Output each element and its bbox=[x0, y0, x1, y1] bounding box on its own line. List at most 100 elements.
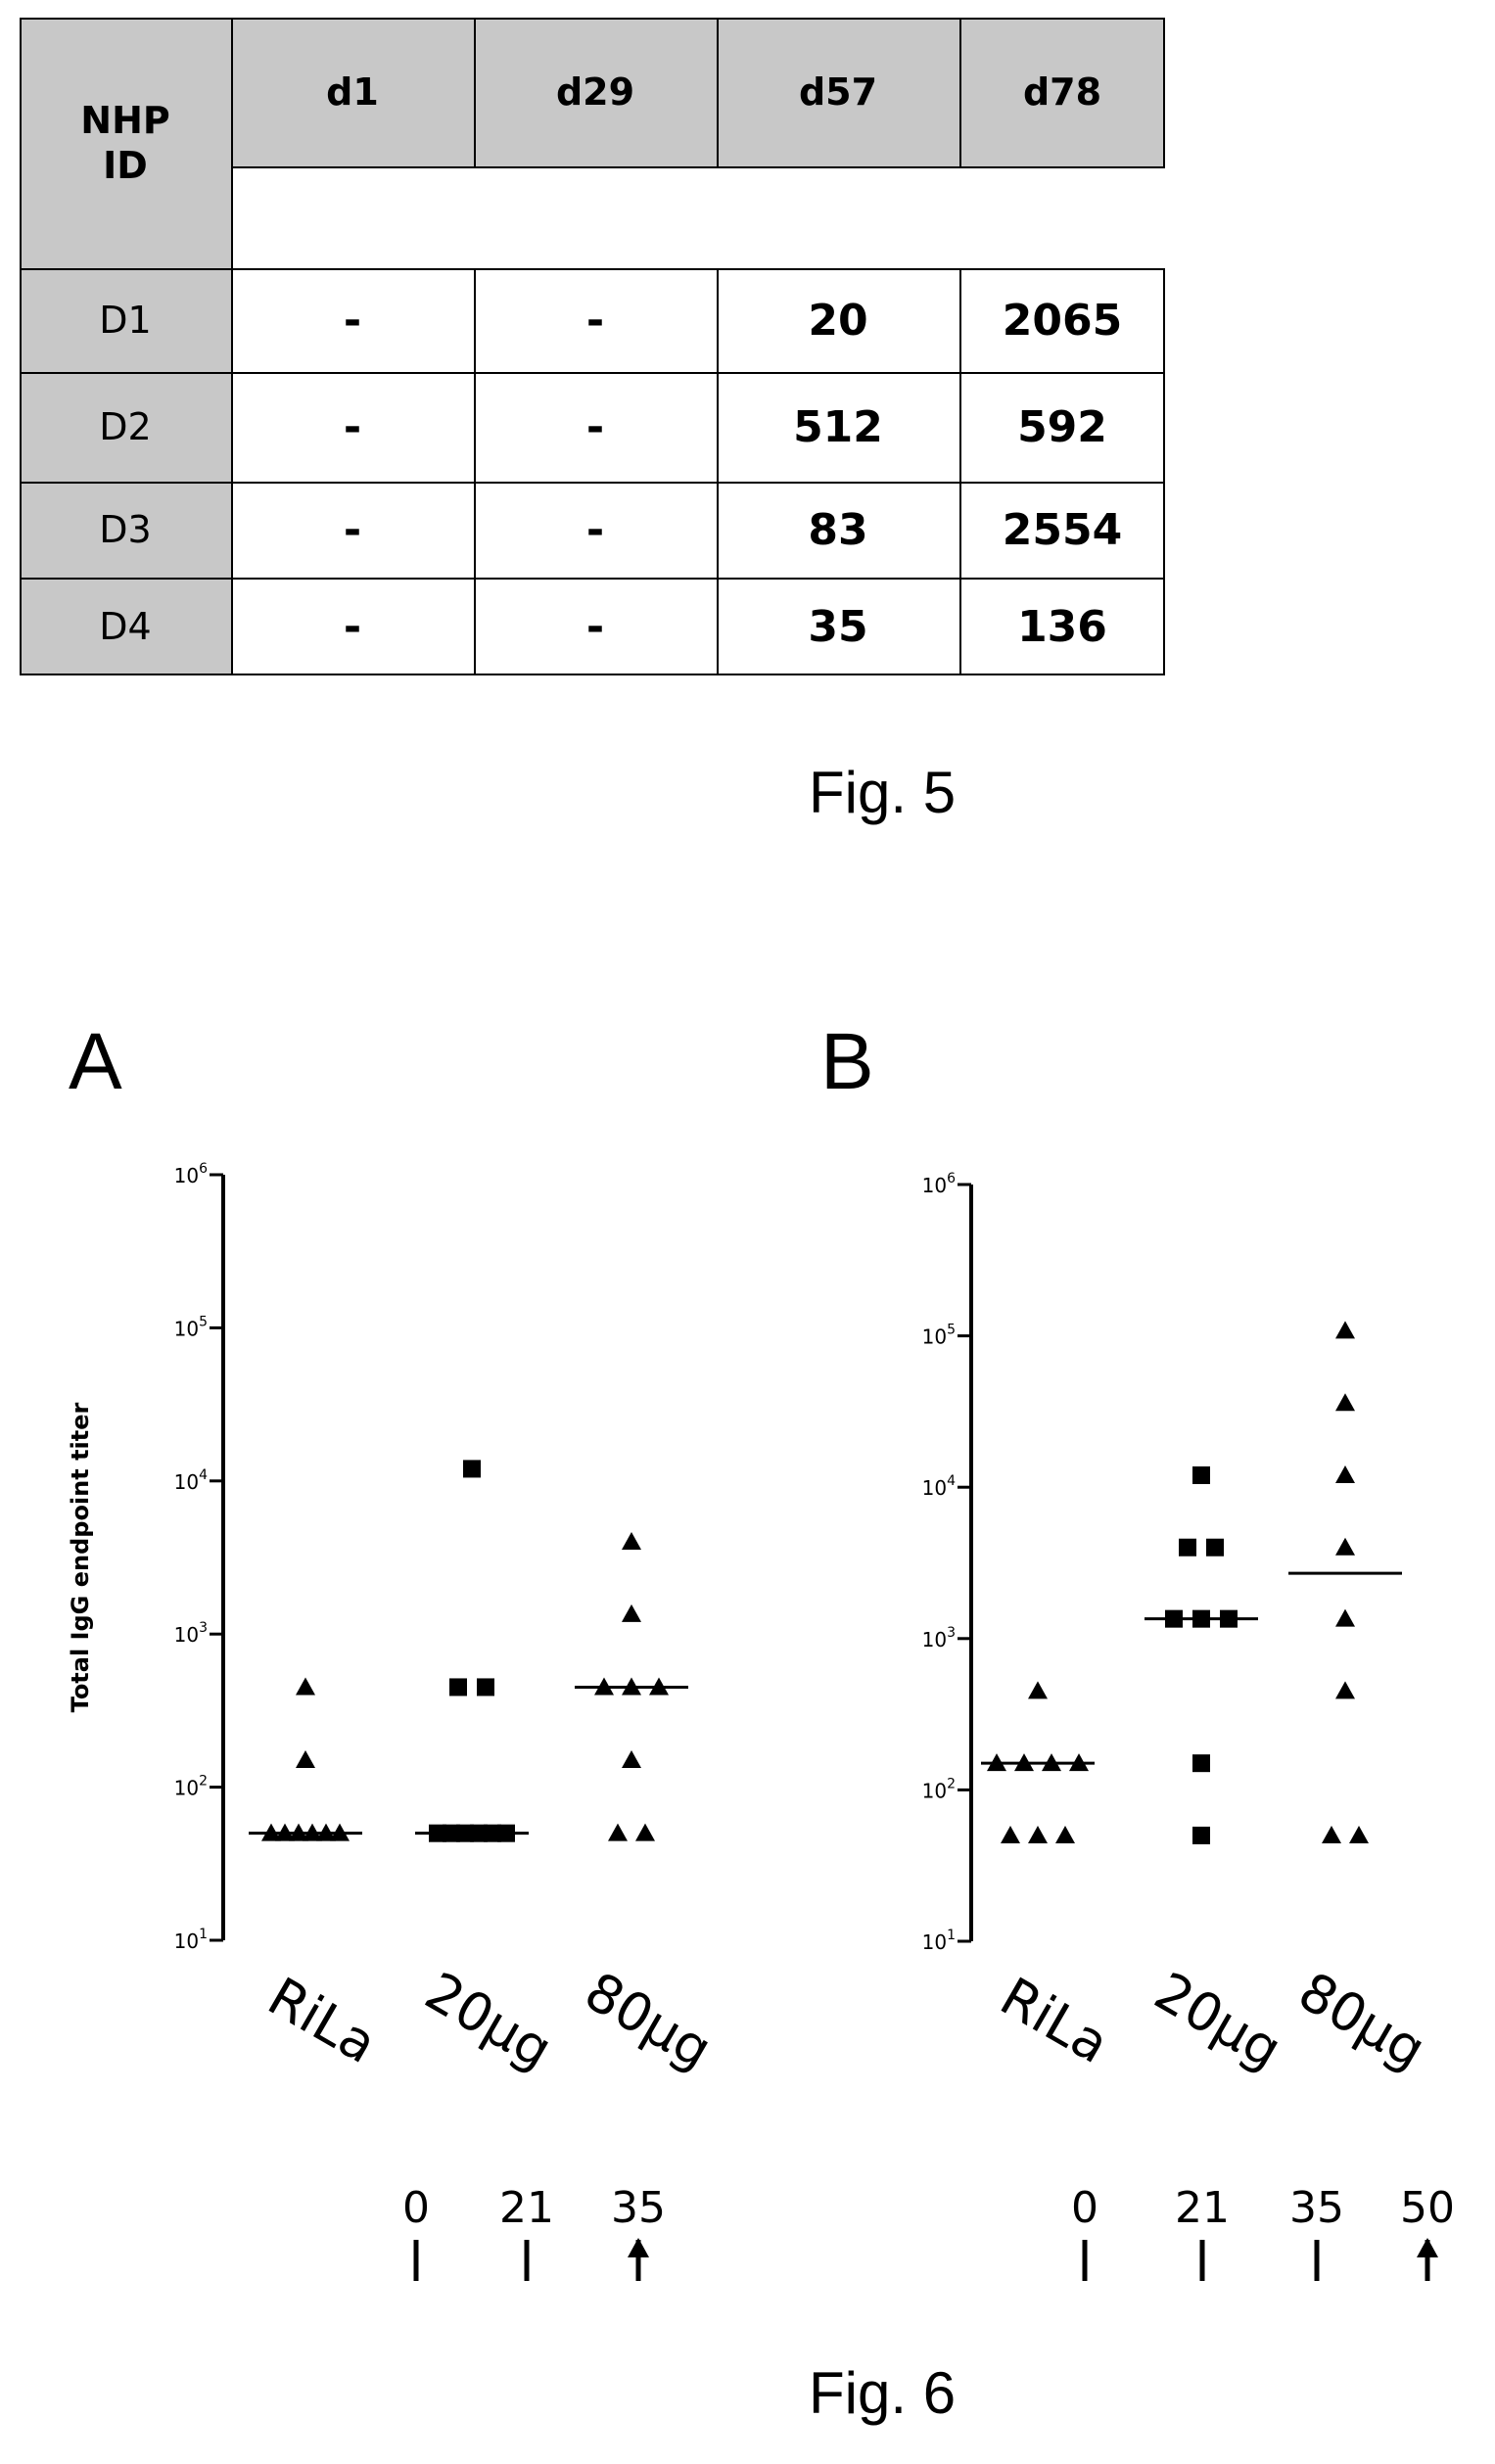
table-header-id: NHP ID bbox=[20, 18, 231, 268]
y-tick-label: 103 bbox=[174, 1620, 208, 1647]
table-rule bbox=[474, 268, 476, 675]
y-tick-label: 105 bbox=[922, 1323, 956, 1349]
timeline-day-label: 0 bbox=[1071, 2183, 1098, 2233]
data-point-triangle bbox=[1335, 1681, 1355, 1699]
table-cell: 136 bbox=[1017, 601, 1107, 652]
data-point-triangle bbox=[622, 1604, 641, 1622]
table-rule bbox=[1163, 18, 1165, 166]
data-point-square bbox=[1179, 1538, 1196, 1557]
y-tick-label: 104 bbox=[922, 1473, 956, 1500]
table-rule bbox=[20, 482, 1165, 484]
timeline-day-label: 21 bbox=[1175, 2183, 1230, 2233]
data-point-triangle bbox=[622, 1532, 641, 1551]
table-row-id: D1 bbox=[20, 268, 231, 372]
data-point-triangle bbox=[622, 1750, 641, 1769]
table-row-id: D4 bbox=[20, 578, 231, 675]
data-point-square bbox=[477, 1678, 494, 1697]
y-tick-label: 106 bbox=[174, 1161, 208, 1187]
data-point-triangle bbox=[635, 1823, 655, 1841]
table-header-d29: d29 bbox=[474, 18, 717, 166]
timeline-day-label: 0 bbox=[402, 2183, 430, 2233]
y-tick-label: 102 bbox=[922, 1776, 956, 1802]
data-point-triangle bbox=[1322, 1825, 1341, 1843]
data-point-triangle bbox=[296, 1750, 315, 1769]
table-rule bbox=[717, 18, 719, 166]
y-tick-label: 103 bbox=[922, 1625, 956, 1651]
y-tick-label: 106 bbox=[922, 1171, 956, 1197]
panel-label-a: A bbox=[69, 1017, 122, 1106]
data-point-triangle bbox=[608, 1823, 628, 1841]
fig5-table: NHP ID d1 d29 d57 d78 D1 - - 20 2065 D2 … bbox=[20, 18, 1165, 693]
table-rule bbox=[20, 372, 1165, 374]
timeline-day-label: 35 bbox=[611, 2183, 666, 2233]
x-category-label: RiLa bbox=[257, 1966, 387, 2075]
table-cell: - bbox=[343, 504, 362, 555]
table-rule bbox=[231, 166, 1165, 168]
data-point-triangle bbox=[1028, 1825, 1048, 1843]
table-rule bbox=[20, 268, 1165, 270]
table-cell: - bbox=[343, 401, 362, 452]
table-row-id: D2 bbox=[20, 372, 231, 482]
fig6-caption: Fig. 6 bbox=[809, 2360, 957, 2426]
y-tick-label: 102 bbox=[174, 1774, 208, 1800]
data-point-triangle bbox=[1335, 1464, 1355, 1483]
x-category-label: 20µg bbox=[415, 1960, 562, 2080]
fig5-caption: Fig. 5 bbox=[809, 760, 957, 825]
x-category-label: RiLa bbox=[990, 1966, 1119, 2075]
table-header-d1: d1 bbox=[231, 18, 474, 166]
table-cell: - bbox=[585, 504, 605, 555]
timeline-day-label: 35 bbox=[1289, 2183, 1344, 2233]
data-point-triangle bbox=[1349, 1825, 1369, 1843]
table-rule bbox=[959, 18, 961, 166]
data-point-triangle bbox=[1335, 1608, 1355, 1627]
table-cell: 20 bbox=[808, 295, 868, 346]
table-cell: 83 bbox=[808, 504, 868, 555]
timeline-day-label: 21 bbox=[499, 2183, 554, 2233]
data-point-square bbox=[1192, 1465, 1210, 1484]
data-point-triangle bbox=[296, 1677, 315, 1696]
x-category-label: 80µg bbox=[575, 1960, 722, 2080]
data-point-triangle bbox=[1335, 1537, 1355, 1556]
data-point-square bbox=[449, 1678, 467, 1697]
table-rule bbox=[717, 268, 719, 675]
data-point-square bbox=[1192, 1754, 1210, 1773]
table-cell: - bbox=[343, 601, 362, 652]
table-cell: - bbox=[585, 295, 605, 346]
data-point-triangle bbox=[1055, 1825, 1075, 1843]
table-cell: - bbox=[585, 601, 605, 652]
arrow-up-icon bbox=[1417, 2238, 1438, 2257]
table-cell: 512 bbox=[793, 401, 883, 452]
y-tick-label: 104 bbox=[174, 1467, 208, 1494]
table-rule bbox=[1163, 268, 1165, 675]
table-row-id: D3 bbox=[20, 482, 231, 578]
table-rule bbox=[20, 674, 1165, 675]
data-point-square bbox=[463, 1460, 481, 1478]
y-tick-label: 101 bbox=[922, 1928, 956, 1954]
table-cell: 35 bbox=[808, 601, 868, 652]
data-point-triangle bbox=[1028, 1681, 1048, 1699]
table-rule bbox=[20, 18, 1165, 20]
table-rule bbox=[20, 18, 22, 675]
data-point-square bbox=[1192, 1826, 1210, 1844]
table-header-d78: d78 bbox=[959, 18, 1165, 166]
table-rule bbox=[20, 578, 1165, 580]
table-rule bbox=[959, 268, 961, 675]
table-cell: - bbox=[343, 295, 362, 346]
table-cell: 2554 bbox=[1002, 504, 1123, 555]
table-rule bbox=[231, 18, 233, 675]
arrow-up-icon bbox=[628, 2238, 649, 2257]
table-cell: - bbox=[585, 401, 605, 452]
y-tick-label: 101 bbox=[174, 1927, 208, 1953]
panel-label-b: B bbox=[820, 1017, 874, 1106]
data-point-triangle bbox=[1335, 1393, 1355, 1412]
data-point-square bbox=[1206, 1538, 1224, 1557]
table-cell: 592 bbox=[1017, 401, 1107, 452]
table-header-d57: d57 bbox=[717, 18, 959, 166]
y-axis-label: Total IgG endpoint titer bbox=[67, 1402, 94, 1712]
table-rule bbox=[474, 18, 476, 166]
data-point-triangle bbox=[1001, 1825, 1020, 1843]
x-category-label: 80µg bbox=[1288, 1960, 1435, 2080]
timeline-day-label: 50 bbox=[1400, 2183, 1455, 2233]
y-tick-label: 105 bbox=[174, 1314, 208, 1340]
